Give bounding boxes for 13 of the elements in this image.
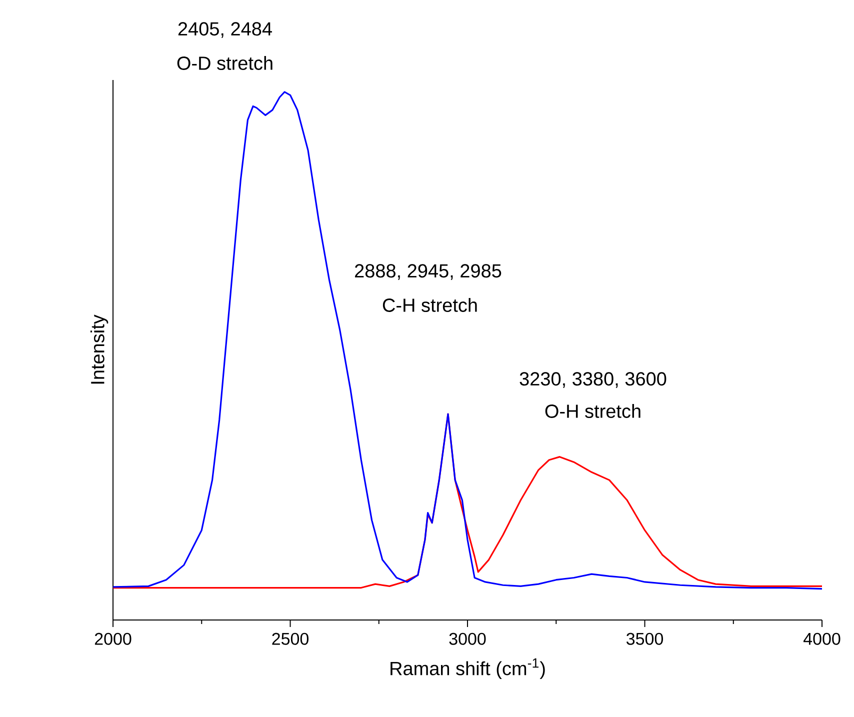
x-tick-label: 2000 xyxy=(94,632,132,645)
x-tick-label: 3000 xyxy=(449,632,486,645)
x-axis-title: Raman shift (cm$^{-1}$) xyxy=(390,658,545,680)
annotation: C-H stretch xyxy=(382,298,477,312)
annotation: 2888, 2945, 2985 xyxy=(355,264,502,280)
annotation: 3230, 3380, 3600 xyxy=(520,372,666,388)
x-tick-label: 3500 xyxy=(626,632,664,645)
y-axis-title: Intensity xyxy=(90,314,108,384)
x-tick-label: 4000 xyxy=(803,632,840,645)
x-tick-label: 2500 xyxy=(272,632,309,645)
annotation: O-H stretch xyxy=(545,404,640,418)
text: 2405, 2484 xyxy=(178,22,272,38)
text: O-D stretch xyxy=(177,56,272,70)
